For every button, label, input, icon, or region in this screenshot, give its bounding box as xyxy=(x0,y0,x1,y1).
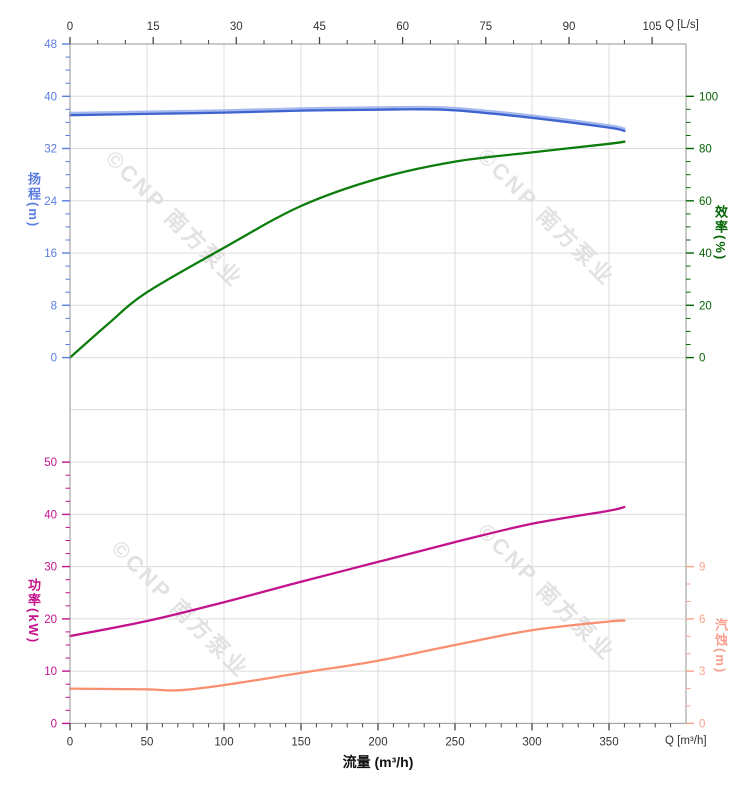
efficiency-axis-tick-label: 0 xyxy=(699,353,705,365)
flow-top-tick-label: 15 xyxy=(147,21,160,33)
npsh-axis-title: 汽蚀(m) xyxy=(713,618,728,675)
head-axis-tick-label: 0 xyxy=(51,353,57,365)
efficiency-axis-title: 效率(%) xyxy=(713,205,728,262)
head-curve-highlight xyxy=(68,105,626,130)
flow-top-tick-label: 45 xyxy=(313,21,326,33)
head-axis-tick-label: 48 xyxy=(44,39,57,51)
efficiency-axis-tick-label: 40 xyxy=(699,248,712,260)
head-axis-tick-label: 16 xyxy=(44,248,57,260)
npsh-axis-tick-label: 6 xyxy=(699,614,705,626)
head-axis: 48 40 32 24 16 8 0 xyxy=(44,39,70,365)
flow-top-tick-label: 60 xyxy=(396,21,409,33)
flow-bottom-tick-label: 350 xyxy=(599,736,618,748)
head-axis-tick-label: 24 xyxy=(44,196,57,208)
flow-bottom-tick-label: 50 xyxy=(141,736,154,748)
head-axis-tick-label: 8 xyxy=(51,300,57,312)
head-axis-tick-label: 32 xyxy=(44,144,57,156)
efficiency-axis: 100 80 60 40 20 0 xyxy=(686,91,718,365)
flow-axis-top: 0 15 30 45 60 75 90 105 xyxy=(67,21,662,44)
flow-top-tick-label: 30 xyxy=(230,21,243,33)
flow-bottom-tick-label: 100 xyxy=(214,736,233,748)
flow-bottom-tick-label: 0 xyxy=(67,736,73,748)
flow-top-tick-label: 0 xyxy=(67,21,73,33)
flow-bottom-tick-label: 300 xyxy=(522,736,541,748)
efficiency-axis-tick-label: 80 xyxy=(699,144,712,156)
head-axis-tick-label: 40 xyxy=(44,91,57,103)
efficiency-curve xyxy=(68,140,626,359)
power-axis-title: 功率(kW) xyxy=(26,578,41,645)
power-axis-tick-label: 30 xyxy=(44,562,57,574)
power-axis-tick-label: 40 xyxy=(44,509,57,521)
efficiency-axis-tick-label: 20 xyxy=(699,300,712,312)
flow-top-tick-label: 75 xyxy=(479,21,492,33)
flow-unit-top-label: Q [L/s] xyxy=(665,19,699,31)
gridlines xyxy=(70,44,686,724)
flow-axis-bottom: 0 50 100 150 200 250 300 350 xyxy=(67,723,672,748)
npsh-axis-tick-label: 9 xyxy=(699,562,705,574)
power-curve xyxy=(68,505,626,638)
npsh-axis-tick-label: 3 xyxy=(699,666,705,678)
npsh-curve xyxy=(68,619,626,692)
flow-bottom-tick-label: 250 xyxy=(445,736,464,748)
power-axis-tick-label: 20 xyxy=(44,614,57,626)
flow-bottom-tick-label: 150 xyxy=(291,736,310,748)
flow-top-tick-label: 105 xyxy=(643,21,662,33)
power-axis-tick-label: 10 xyxy=(44,666,57,678)
efficiency-axis-tick-label: 60 xyxy=(699,196,712,208)
flow-top-tick-label: 90 xyxy=(563,21,576,33)
head-curve xyxy=(68,108,626,133)
npsh-axis-tick-label: 0 xyxy=(699,718,705,730)
flow-unit-bottom-label: Q [m³/h] xyxy=(665,735,707,747)
x-axis-title: 流量 (m³/h) xyxy=(342,754,414,770)
power-axis-tick-label: 50 xyxy=(44,457,57,469)
power-axis-tick-label: 0 xyxy=(51,718,57,730)
head-axis-title: 扬程(m) xyxy=(26,172,41,229)
npsh-axis: 9 6 3 0 xyxy=(686,562,705,730)
power-axis: 50 40 30 20 10 0 xyxy=(44,457,70,730)
efficiency-axis-tick-label: 100 xyxy=(699,91,718,103)
flow-bottom-tick-label: 200 xyxy=(368,736,387,748)
